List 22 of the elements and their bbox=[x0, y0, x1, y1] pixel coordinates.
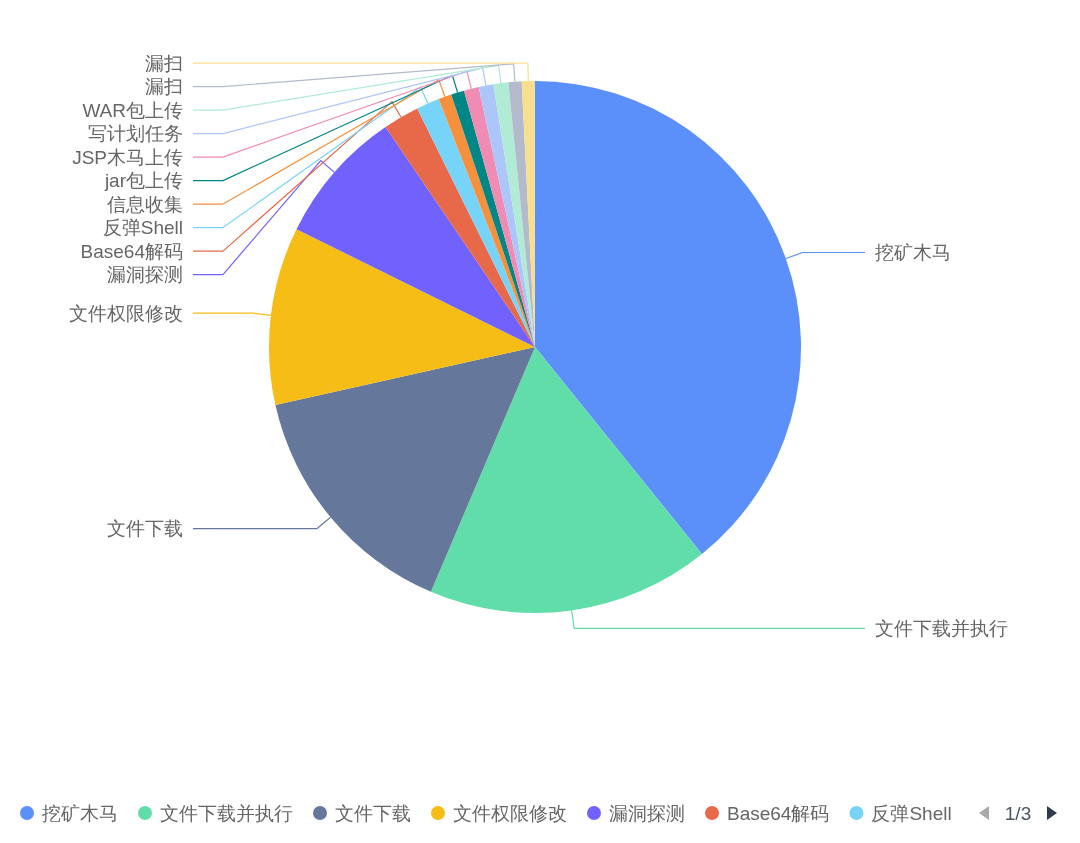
legend-label: 文件权限修改 bbox=[453, 802, 567, 824]
slice-label: 挖矿木马 bbox=[875, 241, 951, 263]
slice-label: 文件下载并执行 bbox=[875, 617, 1008, 639]
slice-label: 漏扫 bbox=[145, 76, 183, 98]
text: 1/3 bbox=[1004, 802, 1032, 824]
slice-label: Base64解码 bbox=[80, 240, 183, 262]
legend-label: 漏洞探测 bbox=[609, 802, 685, 824]
slice-label: 漏洞探测 bbox=[107, 264, 183, 286]
slice-label: jar包上传 bbox=[103, 170, 183, 192]
slice-label: 漏扫 bbox=[145, 52, 183, 74]
slice-label: 文件下载 bbox=[107, 518, 183, 540]
legend-label: 文件下载并执行 bbox=[160, 802, 293, 824]
slice-label: 信息收集 bbox=[107, 193, 183, 215]
slice-label: 反弹Shell bbox=[102, 217, 183, 239]
slice-label: WAR包上传 bbox=[82, 99, 183, 121]
legend-label: 文件下载 bbox=[335, 802, 411, 824]
slice-label: 写计划任务 bbox=[88, 123, 183, 145]
slice-label: 文件权限修改 bbox=[69, 302, 183, 324]
legend-label: 反弹Shell bbox=[871, 802, 952, 824]
slice-label: JSP木马上传 bbox=[72, 146, 183, 168]
legend-label: 挖矿木马 bbox=[42, 802, 118, 824]
legend-label: Base64解码 bbox=[727, 802, 830, 824]
